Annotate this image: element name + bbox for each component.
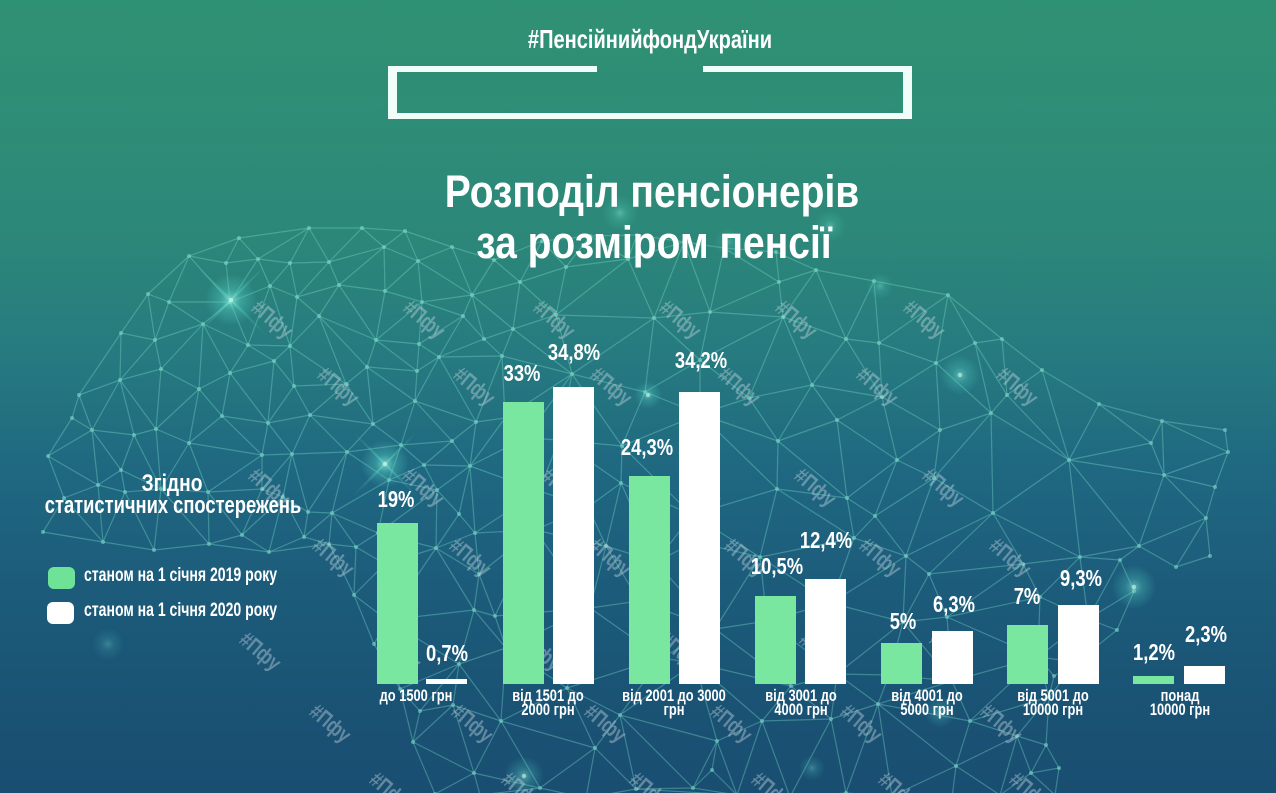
svg-text:#Пфу: #Пфу: [312, 362, 363, 410]
svg-text:#Пфу: #Пфу: [398, 295, 449, 343]
svg-text:#Пфу: #Пфу: [746, 767, 797, 793]
svg-text:#Пфу: #Пфу: [304, 699, 355, 747]
svg-text:#Пфу: #Пфу: [873, 767, 924, 793]
svg-text:#Пфу: #Пфу: [234, 627, 285, 675]
svg-text:#Пфу: #Пфу: [789, 463, 840, 511]
svg-text:#Пфу: #Пфу: [654, 295, 705, 343]
svg-text:#Пфу: #Пфу: [448, 362, 499, 410]
svg-text:#Пфу: #Пфу: [770, 295, 821, 343]
svg-text:#Пфу: #Пфу: [364, 767, 415, 793]
svg-text:#Пфу: #Пфу: [898, 295, 949, 343]
svg-text:#Пфу: #Пфу: [917, 463, 968, 511]
